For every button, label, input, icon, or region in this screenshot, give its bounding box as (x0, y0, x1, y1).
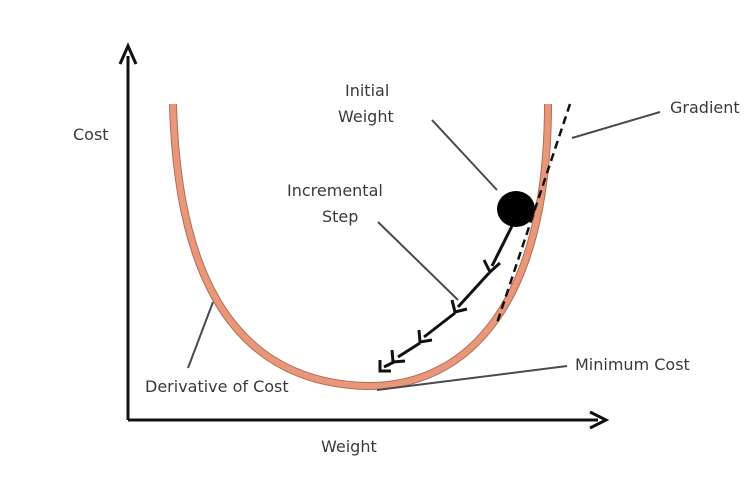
y-axis-arrowhead (118, 42, 138, 65)
step-arrow-3 (423, 311, 456, 339)
gradient-pointer (571, 111, 661, 139)
incremental-step-label-line1: Incremental (287, 181, 383, 200)
derivative-of-cost-label: Derivative of Cost (145, 377, 289, 396)
initial-weight-pointer (431, 119, 498, 191)
x-axis-arrowhead (589, 410, 610, 430)
minimum-cost-label: Minimum Cost (575, 355, 690, 374)
step-arrow-2 (456, 271, 491, 309)
incremental-step-pointer (377, 221, 459, 301)
step-arrow-5-head (378, 360, 391, 373)
derivative-of-cost-pointer (187, 301, 214, 369)
step-arrow-5 (383, 360, 395, 369)
step-arrow-1-head (482, 259, 502, 275)
step-arrow-4 (397, 341, 421, 359)
step-arrow-2-head (450, 299, 468, 314)
step-arrow-3-head (417, 329, 433, 344)
initial-weight-ball (497, 191, 535, 227)
cost-curve-fill (170, 103, 551, 390)
step-arrow-1 (490, 225, 514, 267)
initial-weight-label-line1: Initial (345, 81, 389, 100)
initial-weight-label-line2: Weight (338, 107, 394, 126)
x-axis-label: Weight (321, 437, 377, 456)
gradient-label: Gradient (670, 98, 740, 117)
minimum-cost-pointer (376, 365, 568, 391)
axes (118, 42, 610, 430)
incremental-step-label-line2: Step (322, 207, 358, 226)
incremental-step-arrows (378, 225, 514, 373)
cost-curve-edge (169, 103, 552, 391)
y-axis-label: Cost (73, 125, 109, 144)
annotation-pointers (187, 111, 661, 391)
cost-curve (169, 103, 552, 391)
